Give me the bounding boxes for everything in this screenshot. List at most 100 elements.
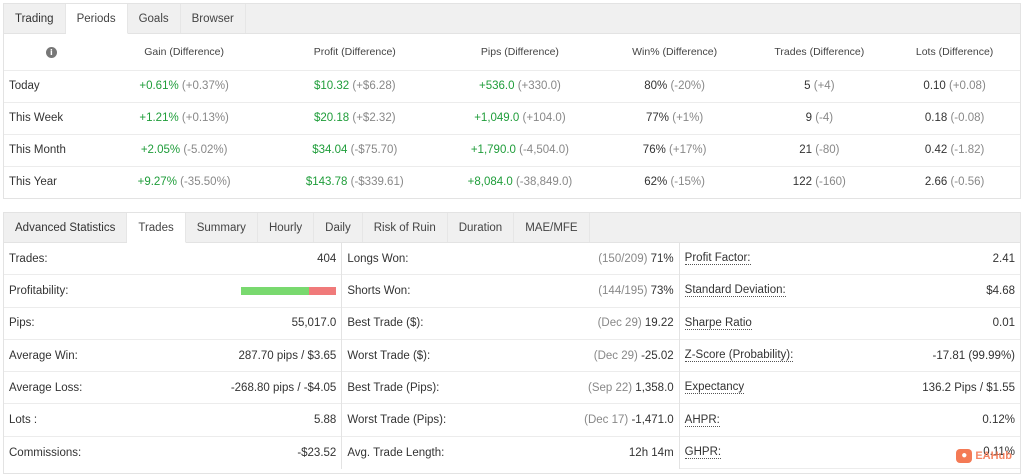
period-label: This Month: [4, 134, 99, 167]
stat-value: 0.11%: [983, 446, 1015, 459]
stat-row-commissions: Commissions: -$23.52: [4, 437, 341, 469]
trades-cell: 122 (-160): [749, 166, 889, 198]
stat-value: 2.41: [992, 252, 1015, 265]
stat-row-trades: Trades: 404: [4, 243, 342, 276]
win-value: 77%: [646, 112, 670, 124]
stat-label[interactable]: Sharpe Ratio: [684, 316, 752, 330]
profit-value: $20.18: [314, 112, 350, 124]
stat-label: Average Win:: [9, 349, 78, 362]
top-tab-bar: Trading Periods Goals Browser: [4, 4, 1020, 34]
lots-cell: 2.66 (-0.56): [889, 166, 1020, 198]
stat-value: 0.12%: [982, 414, 1015, 427]
stat-value-group: (Dec 17) -1,471.0: [584, 414, 674, 426]
stat-row-pips: Pips: 55,017.0: [4, 308, 342, 340]
pips-cell: +536.0 (+330.0): [440, 70, 600, 103]
stat-value: 0.01: [992, 317, 1015, 330]
stat-label: Best Trade ($):: [347, 317, 424, 330]
stat-value: 287.70 pips / $3.65: [238, 349, 337, 362]
tab-trades[interactable]: Trades: [127, 213, 186, 243]
tab-risk-of-ruin[interactable]: Risk of Ruin: [363, 213, 448, 242]
period-label: This Week: [4, 102, 99, 135]
stat-label: Lots :: [9, 414, 38, 427]
gain-diff: (-35.50%): [180, 176, 231, 189]
trades-value: 21: [799, 144, 812, 156]
tab-mae-mfe[interactable]: MAE/MFE: [514, 213, 590, 242]
stat-row-ahpr: AHPR: 0.12%: [679, 404, 1020, 437]
stat-row-average-win: Average Win: 287.70 pips / $3.65: [4, 340, 342, 373]
stat-value: 55,017.0: [291, 317, 337, 330]
tab-browser[interactable]: Browser: [181, 4, 246, 33]
stat-label[interactable]: AHPR:: [684, 413, 720, 427]
header-pips: Pips (Difference): [440, 34, 600, 71]
lots-cell: 0.18 (-0.08): [889, 102, 1020, 135]
stat-row-worst-trade-pips: Worst Trade (Pips): (Dec 17) -1,471.0: [342, 404, 679, 437]
win-diff: (+17%): [669, 144, 707, 156]
stat-label[interactable]: Z-Score (Probability):: [684, 349, 794, 363]
stat-value: 5.88: [313, 414, 337, 427]
lots-value: 0.18: [924, 112, 948, 124]
stat-value: 19.22: [644, 317, 674, 330]
profitability-bar: [241, 286, 337, 295]
stat-value: -$23.52: [297, 446, 337, 459]
stat-label[interactable]: Standard Deviation:: [684, 284, 786, 298]
eahub-watermark: ● EAHub: [956, 449, 1012, 464]
pips-cell: +1,049.0 (+104.0): [440, 102, 600, 135]
win-value: 80%: [644, 80, 668, 92]
profit-diff: (+$2.32): [352, 112, 396, 124]
profit-value: $143.78: [305, 176, 348, 189]
stat-diff: (Dec 29): [597, 317, 642, 330]
header-lots: Lots (Difference): [889, 34, 1020, 71]
stat-label: Commissions:: [9, 446, 82, 459]
stat-value: 136.2 Pips / $1.55: [922, 381, 1015, 394]
stat-diff: (150/209): [598, 252, 648, 265]
stat-label: Longs Won:: [347, 252, 409, 265]
tab-hourly[interactable]: Hourly: [258, 213, 315, 242]
tab-periods[interactable]: Periods: [65, 4, 128, 34]
stat-label[interactable]: Expectancy: [684, 381, 745, 395]
lots-diff: (-0.08): [950, 112, 985, 124]
win-cell: 77% (+1%): [599, 102, 750, 135]
stat-value: 71%: [650, 252, 674, 265]
stat-row-standard-deviation: Standard Deviation: $4.68: [679, 275, 1020, 308]
pips-diff: (+104.0): [522, 112, 566, 124]
info-icon[interactable]: i: [45, 46, 57, 58]
tab-goals[interactable]: Goals: [128, 4, 181, 33]
stat-row-best-trade-dollars: Best Trade ($): (Dec 29) 19.22: [342, 308, 679, 340]
gain-cell: +1.21% (+0.13%): [98, 102, 270, 135]
stat-row-profit-factor: Profit Factor: 2.41: [679, 243, 1020, 276]
gain-diff: (+0.13%): [181, 112, 229, 124]
stat-row-avg-trade-length: Avg. Trade Length: 12h 14m: [342, 437, 678, 469]
lots-cell: 0.10 (+0.08): [889, 70, 1020, 103]
profit-cell: $10.32 (+$6.28): [269, 70, 441, 103]
lots-diff: (+0.08): [949, 80, 986, 92]
tab-summary[interactable]: Summary: [186, 213, 258, 242]
trades-value: 122: [792, 176, 812, 189]
tab-advanced-statistics[interactable]: Advanced Statistics: [4, 213, 128, 242]
trades-value: 5: [804, 80, 811, 92]
stats-column-general: Trades: 404 Profitability: Pips: 55,017.…: [4, 243, 343, 470]
trades-cell: 9 (-4): [749, 102, 890, 135]
stat-value: -25.02: [641, 349, 674, 362]
header-profit: Profit (Difference): [269, 34, 441, 71]
lots-value: 0.10: [923, 80, 946, 92]
stat-label[interactable]: GHPR:: [684, 445, 722, 459]
tab-daily[interactable]: Daily: [314, 213, 363, 242]
gain-diff: (+0.37%): [181, 80, 229, 92]
win-cell: 62% (-15%): [600, 166, 750, 198]
tab-duration[interactable]: Duration: [448, 213, 515, 242]
pips-value: +1,049.0: [474, 112, 520, 124]
stat-label: Trades:: [9, 252, 48, 265]
stat-label[interactable]: Profit Factor:: [684, 252, 751, 266]
stat-row-lots: Lots : 5.88: [4, 404, 342, 437]
stat-value: -17.81 (99.99%): [932, 349, 1015, 362]
lots-cell: 0.42 (-1.82): [889, 134, 1020, 167]
profitability-bar-win: [241, 286, 309, 295]
gain-value: +2.05%: [140, 144, 181, 156]
periods-header-row: i Gain (Difference) Profit (Difference) …: [4, 34, 1020, 71]
trades-cell: 5 (+4): [749, 70, 890, 103]
tab-trading[interactable]: Trading: [4, 4, 66, 33]
stat-value-group: (150/209) 71%: [598, 253, 673, 265]
pips-value: +8,084.0: [467, 176, 513, 189]
win-cell: 76% (+17%): [599, 134, 750, 167]
pips-cell: +8,084.0 (-38,849.0): [440, 166, 600, 198]
